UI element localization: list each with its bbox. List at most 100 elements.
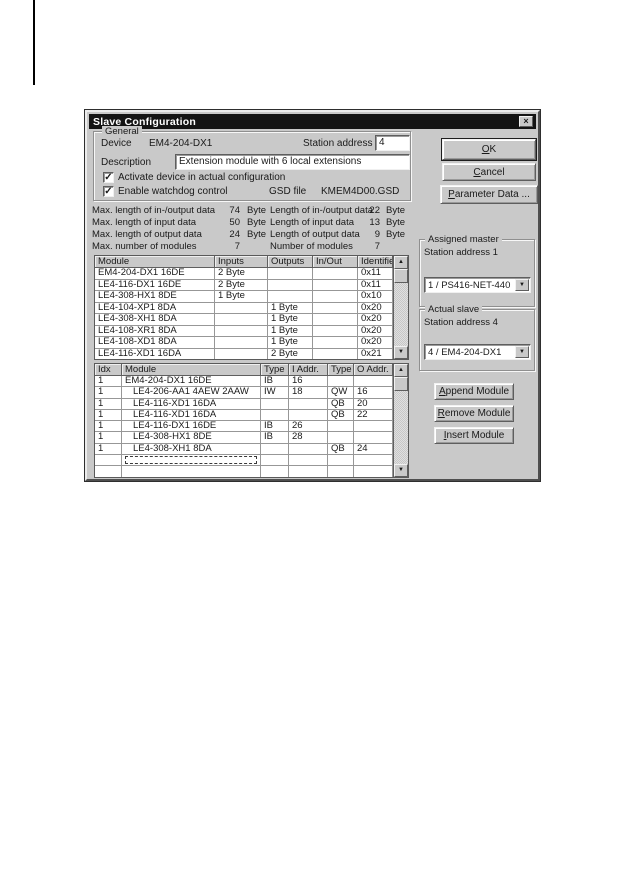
table-cell <box>354 432 393 444</box>
table-row[interactable] <box>95 466 408 477</box>
column-header-module: Module <box>122 364 261 376</box>
table-cell: LE4-116-XD1 16DA <box>95 348 215 359</box>
table-cell: IW <box>261 387 289 399</box>
table-cell: LE4-308-HX1 8DE <box>95 291 215 303</box>
table-cell <box>122 455 261 467</box>
stat-value: 22 <box>369 205 380 216</box>
table-row[interactable]: 1 LE4-308-XH1 8DA QB 24 <box>95 443 408 456</box>
table-cell <box>268 279 313 291</box>
column-header-type: Type <box>261 364 289 376</box>
table-cell <box>215 325 268 337</box>
stat-value: 74 <box>229 205 240 216</box>
assigned-master-selected: 1 / PS416-NET-440 <box>428 280 511 291</box>
table-cell: 28 <box>289 432 328 444</box>
table-row[interactable]: 1 LE4-116-XD1 16DA QB 22 <box>95 409 408 422</box>
stat-row: Max. length of output data 24 Byte Length o… <box>92 229 497 241</box>
table-cell: 20 <box>354 398 393 410</box>
column-header-o-addr-: O Addr. <box>354 364 393 376</box>
dialog-title: Slave Configuration <box>93 115 196 128</box>
stat-label: Max. number of modules <box>92 241 197 252</box>
table-cell: 1 <box>95 421 122 433</box>
table-cell: QW <box>328 387 354 399</box>
table-cell: 26 <box>289 421 328 433</box>
table-cell <box>313 279 358 291</box>
stat-value: 9 <box>374 229 380 240</box>
table-cell: EM4-204-DX1 16DE <box>95 268 215 280</box>
watchdog-checkbox[interactable]: ✓ <box>103 186 114 197</box>
assigned-master-station: Station address 1 <box>424 247 498 258</box>
actual-slave-select[interactable]: 4 / EM4-204-DX1 ▼ <box>424 344 531 360</box>
table-row[interactable]: LE4-108-XR1 8DA 1 Byte 0x20 <box>95 325 408 337</box>
table-cell <box>354 455 393 467</box>
table-row[interactable] <box>95 455 408 467</box>
title-bar: Slave Configuration × <box>89 114 536 129</box>
scroll-down-icon[interactable]: ▼ <box>394 346 408 359</box>
table-row[interactable]: 1 EM4-204-DX1 16DE IB 16 <box>95 376 408 388</box>
activate-device-label: Activate device in actual configuration <box>118 172 286 183</box>
scroll-down-icon[interactable]: ▼ <box>394 464 408 477</box>
general-group: General <box>93 126 411 201</box>
table-row[interactable]: LE4-104-XP1 8DA 1 Byte 0x20 <box>95 302 408 314</box>
table-cell: 1 <box>95 409 122 422</box>
table-cell <box>313 302 358 314</box>
table-row[interactable]: 1 LE4-116-XD1 16DA QB 20 <box>95 398 408 410</box>
table-cell <box>328 455 354 467</box>
table-row[interactable]: EM4-204-DX1 16DE 2 Byte 0x11 <box>95 268 408 280</box>
scroll-up-icon[interactable]: ▲ <box>394 256 408 269</box>
scrollbar-track[interactable] <box>394 391 408 464</box>
stat-label: Length of output data <box>270 229 360 240</box>
stat-value: 7 <box>374 241 380 252</box>
table-cell <box>215 337 268 349</box>
table-cell: 0x20 <box>358 314 393 326</box>
stat-unit: Byte <box>386 229 406 240</box>
table-row[interactable]: LE4-116-XD1 16DA 2 Byte 0x21 <box>95 348 408 359</box>
dropdown-arrow-icon[interactable]: ▼ <box>515 346 529 358</box>
stat-label: Max. length of in-/output data <box>92 205 216 216</box>
stat-row: Max. length of in-/output data 74 Byte Leng… <box>92 205 497 217</box>
description-input[interactable]: Extension module with 6 local extensions <box>175 154 410 170</box>
stat-row: Max. length of input data 50 Byte Length of… <box>92 217 497 229</box>
table-cell: 0x20 <box>358 302 393 314</box>
table-row[interactable]: LE4-116-DX1 16DE 2 Byte 0x11 <box>95 279 408 291</box>
table-cell: 1 <box>95 432 122 444</box>
table-cell <box>261 409 289 422</box>
table-cell: LE4-308-HX1 8DE <box>122 432 261 444</box>
gsd-file-value: KMEM4D00.GSD <box>321 186 400 197</box>
table-cell: 0x11 <box>358 268 393 280</box>
table-row[interactable]: 1 LE4-116-DX1 16DE IB 26 <box>95 421 408 433</box>
table-row[interactable]: LE4-108-XD1 8DA 1 Byte 0x20 <box>95 337 408 349</box>
table-row[interactable]: 1 LE4-206-AA1 4AEW 2AAW IW 18 QW 16 <box>95 387 408 399</box>
table-row[interactable]: LE4-308-HX1 8DE 1 Byte 0x10 <box>95 291 408 303</box>
stat-value: 50 <box>229 217 240 228</box>
close-icon[interactable]: × <box>519 116 533 127</box>
station-address-input[interactable]: 4 <box>375 135 410 151</box>
empty-selection-marker[interactable] <box>125 456 257 465</box>
assigned-master-select[interactable]: 1 / PS416-NET-440 ▼ <box>424 277 531 293</box>
scroll-up-icon[interactable]: ▲ <box>394 364 408 377</box>
device-label: Device <box>101 138 132 149</box>
column-header-in-out: In/Out <box>313 256 358 268</box>
activate-device-checkbox[interactable]: ✓ <box>103 172 114 183</box>
scrollbar-track[interactable] <box>394 283 408 346</box>
table-cell: 16 <box>289 376 328 388</box>
column-header-module: Module <box>95 256 215 268</box>
scrollbar[interactable]: ▲ ▼ <box>393 364 408 477</box>
table-cell <box>215 348 268 359</box>
check-icon: ✓ <box>104 172 113 183</box>
table-cell <box>289 443 328 456</box>
scrollbar[interactable]: ▲ ▼ <box>393 256 408 359</box>
table-row[interactable]: LE4-308-XH1 8DA 1 Byte 0x20 <box>95 314 408 326</box>
scrollbar-thumb[interactable] <box>394 377 408 391</box>
scrollbar-thumb[interactable] <box>394 269 408 283</box>
table-cell <box>95 455 122 467</box>
column-header-i-addr-: I Addr. <box>289 364 328 376</box>
slave-configuration-dialog: Slave Configuration × General Device EM4… <box>85 110 540 481</box>
table-row[interactable]: 1 LE4-308-HX1 8DE IB 28 <box>95 432 408 444</box>
dropdown-arrow-icon[interactable]: ▼ <box>515 279 529 291</box>
